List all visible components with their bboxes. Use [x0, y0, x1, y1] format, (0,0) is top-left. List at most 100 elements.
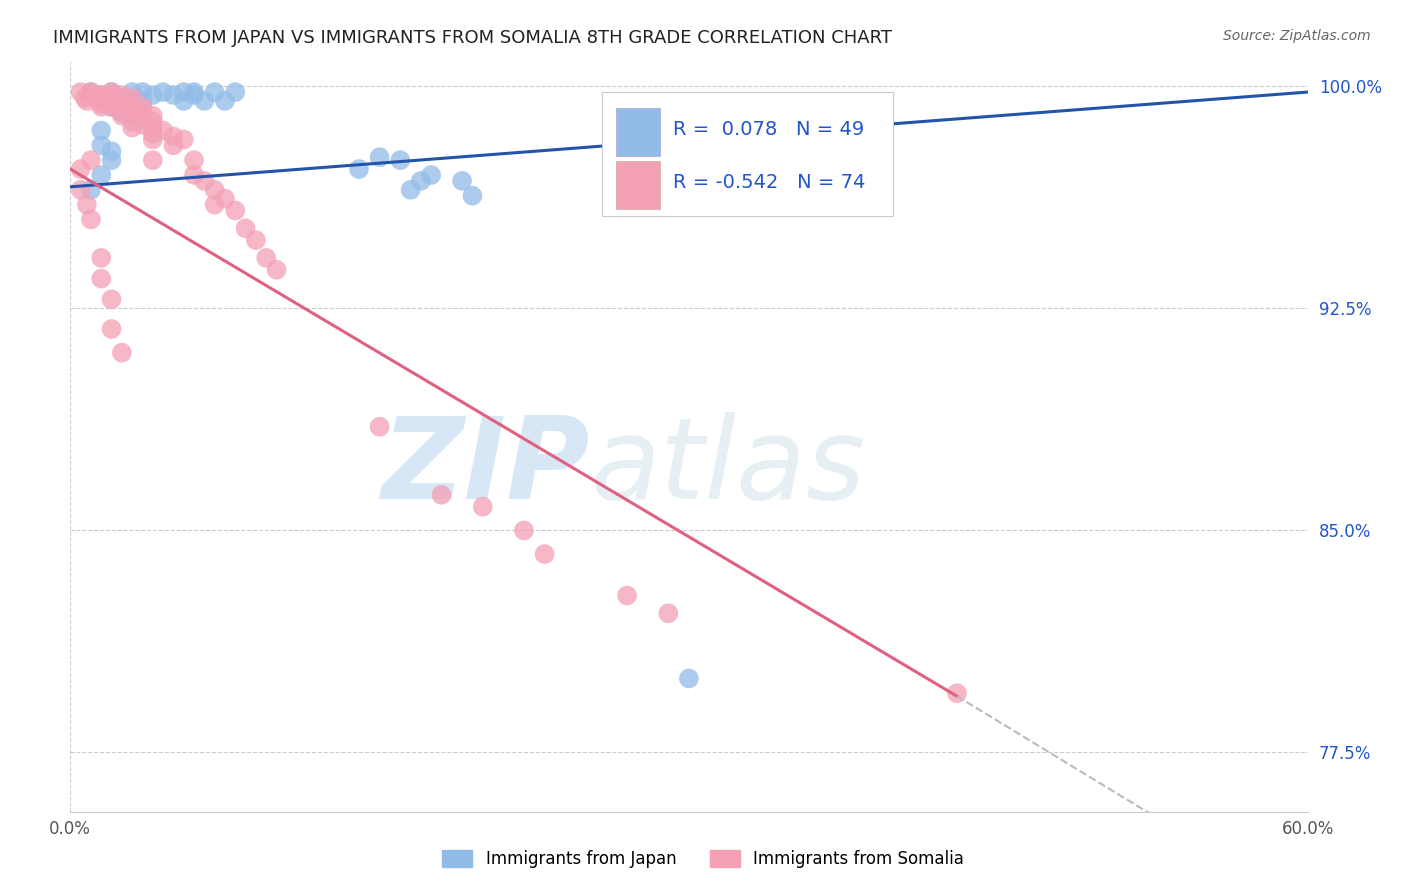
Text: atlas: atlas — [591, 411, 865, 523]
Point — [111, 100, 134, 114]
Point — [224, 85, 246, 99]
Point — [80, 88, 103, 103]
Point — [430, 488, 453, 502]
Point — [69, 183, 91, 197]
Point — [100, 96, 122, 111]
Point — [100, 153, 122, 168]
Point — [142, 127, 165, 141]
Point — [90, 138, 112, 153]
Point — [471, 500, 494, 514]
Point — [254, 251, 277, 265]
Point — [121, 94, 143, 108]
Legend: Immigrants from Japan, Immigrants from Somalia: Immigrants from Japan, Immigrants from S… — [436, 843, 970, 875]
FancyBboxPatch shape — [616, 108, 661, 156]
Point — [193, 174, 215, 188]
Point — [142, 88, 165, 103]
Point — [90, 123, 112, 137]
Point — [90, 91, 112, 105]
Point — [162, 129, 184, 144]
Point — [131, 85, 153, 99]
Point — [142, 132, 165, 146]
Point — [90, 100, 112, 114]
Point — [162, 88, 184, 103]
Point — [90, 88, 112, 103]
Point — [131, 94, 153, 108]
Point — [451, 174, 474, 188]
Point — [111, 94, 134, 108]
Point — [111, 109, 134, 123]
Point — [73, 91, 96, 105]
Text: ZIP: ZIP — [381, 411, 591, 523]
Point — [131, 100, 153, 114]
Point — [173, 85, 195, 99]
Point — [173, 94, 195, 108]
Point — [657, 607, 679, 621]
Point — [214, 192, 236, 206]
Point — [69, 162, 91, 177]
Text: IMMIGRANTS FROM JAPAN VS IMMIGRANTS FROM SOMALIA 8TH GRADE CORRELATION CHART: IMMIGRANTS FROM JAPAN VS IMMIGRANTS FROM… — [53, 29, 893, 46]
Point — [214, 94, 236, 108]
Point — [121, 114, 143, 128]
Point — [121, 103, 143, 117]
Point — [121, 96, 143, 111]
Text: Source: ZipAtlas.com: Source: ZipAtlas.com — [1223, 29, 1371, 43]
Point — [678, 672, 700, 686]
Point — [409, 174, 432, 188]
Point — [946, 686, 969, 700]
Point — [90, 251, 112, 265]
Point — [90, 168, 112, 182]
Point — [80, 85, 103, 99]
Point — [111, 91, 134, 105]
Point — [100, 85, 122, 99]
Point — [266, 262, 288, 277]
Point — [863, 197, 886, 211]
Point — [80, 183, 103, 197]
Point — [100, 100, 122, 114]
Point — [104, 96, 127, 111]
Point — [111, 91, 134, 105]
Point — [368, 419, 391, 434]
Point — [100, 145, 122, 159]
Point — [461, 188, 484, 202]
Point — [533, 547, 555, 561]
Point — [90, 88, 112, 103]
Point — [100, 88, 122, 103]
Point — [100, 91, 122, 105]
Point — [100, 293, 122, 307]
Point — [111, 103, 134, 117]
Point — [80, 212, 103, 227]
Point — [100, 322, 122, 336]
Point — [69, 85, 91, 99]
Point — [162, 138, 184, 153]
Point — [100, 100, 122, 114]
Point — [80, 153, 103, 168]
Point — [204, 183, 226, 197]
Point — [224, 203, 246, 218]
Point — [152, 123, 174, 137]
Point — [76, 94, 98, 108]
Point — [121, 120, 143, 135]
Point — [131, 112, 153, 126]
Point — [90, 96, 112, 111]
Point — [193, 94, 215, 108]
Point — [121, 85, 143, 99]
Point — [368, 150, 391, 164]
Point — [142, 120, 165, 135]
Point — [121, 109, 143, 123]
Point — [235, 221, 257, 235]
Point — [142, 109, 165, 123]
Point — [142, 114, 165, 128]
Point — [513, 524, 536, 538]
Point — [204, 197, 226, 211]
FancyBboxPatch shape — [616, 161, 661, 209]
Point — [80, 85, 103, 99]
Point — [100, 88, 122, 103]
Point — [100, 94, 122, 108]
Point — [100, 85, 122, 99]
Point — [76, 197, 98, 211]
FancyBboxPatch shape — [602, 93, 893, 216]
Point — [183, 153, 205, 168]
Point — [131, 118, 153, 132]
Point — [842, 183, 865, 197]
Point — [111, 105, 134, 120]
